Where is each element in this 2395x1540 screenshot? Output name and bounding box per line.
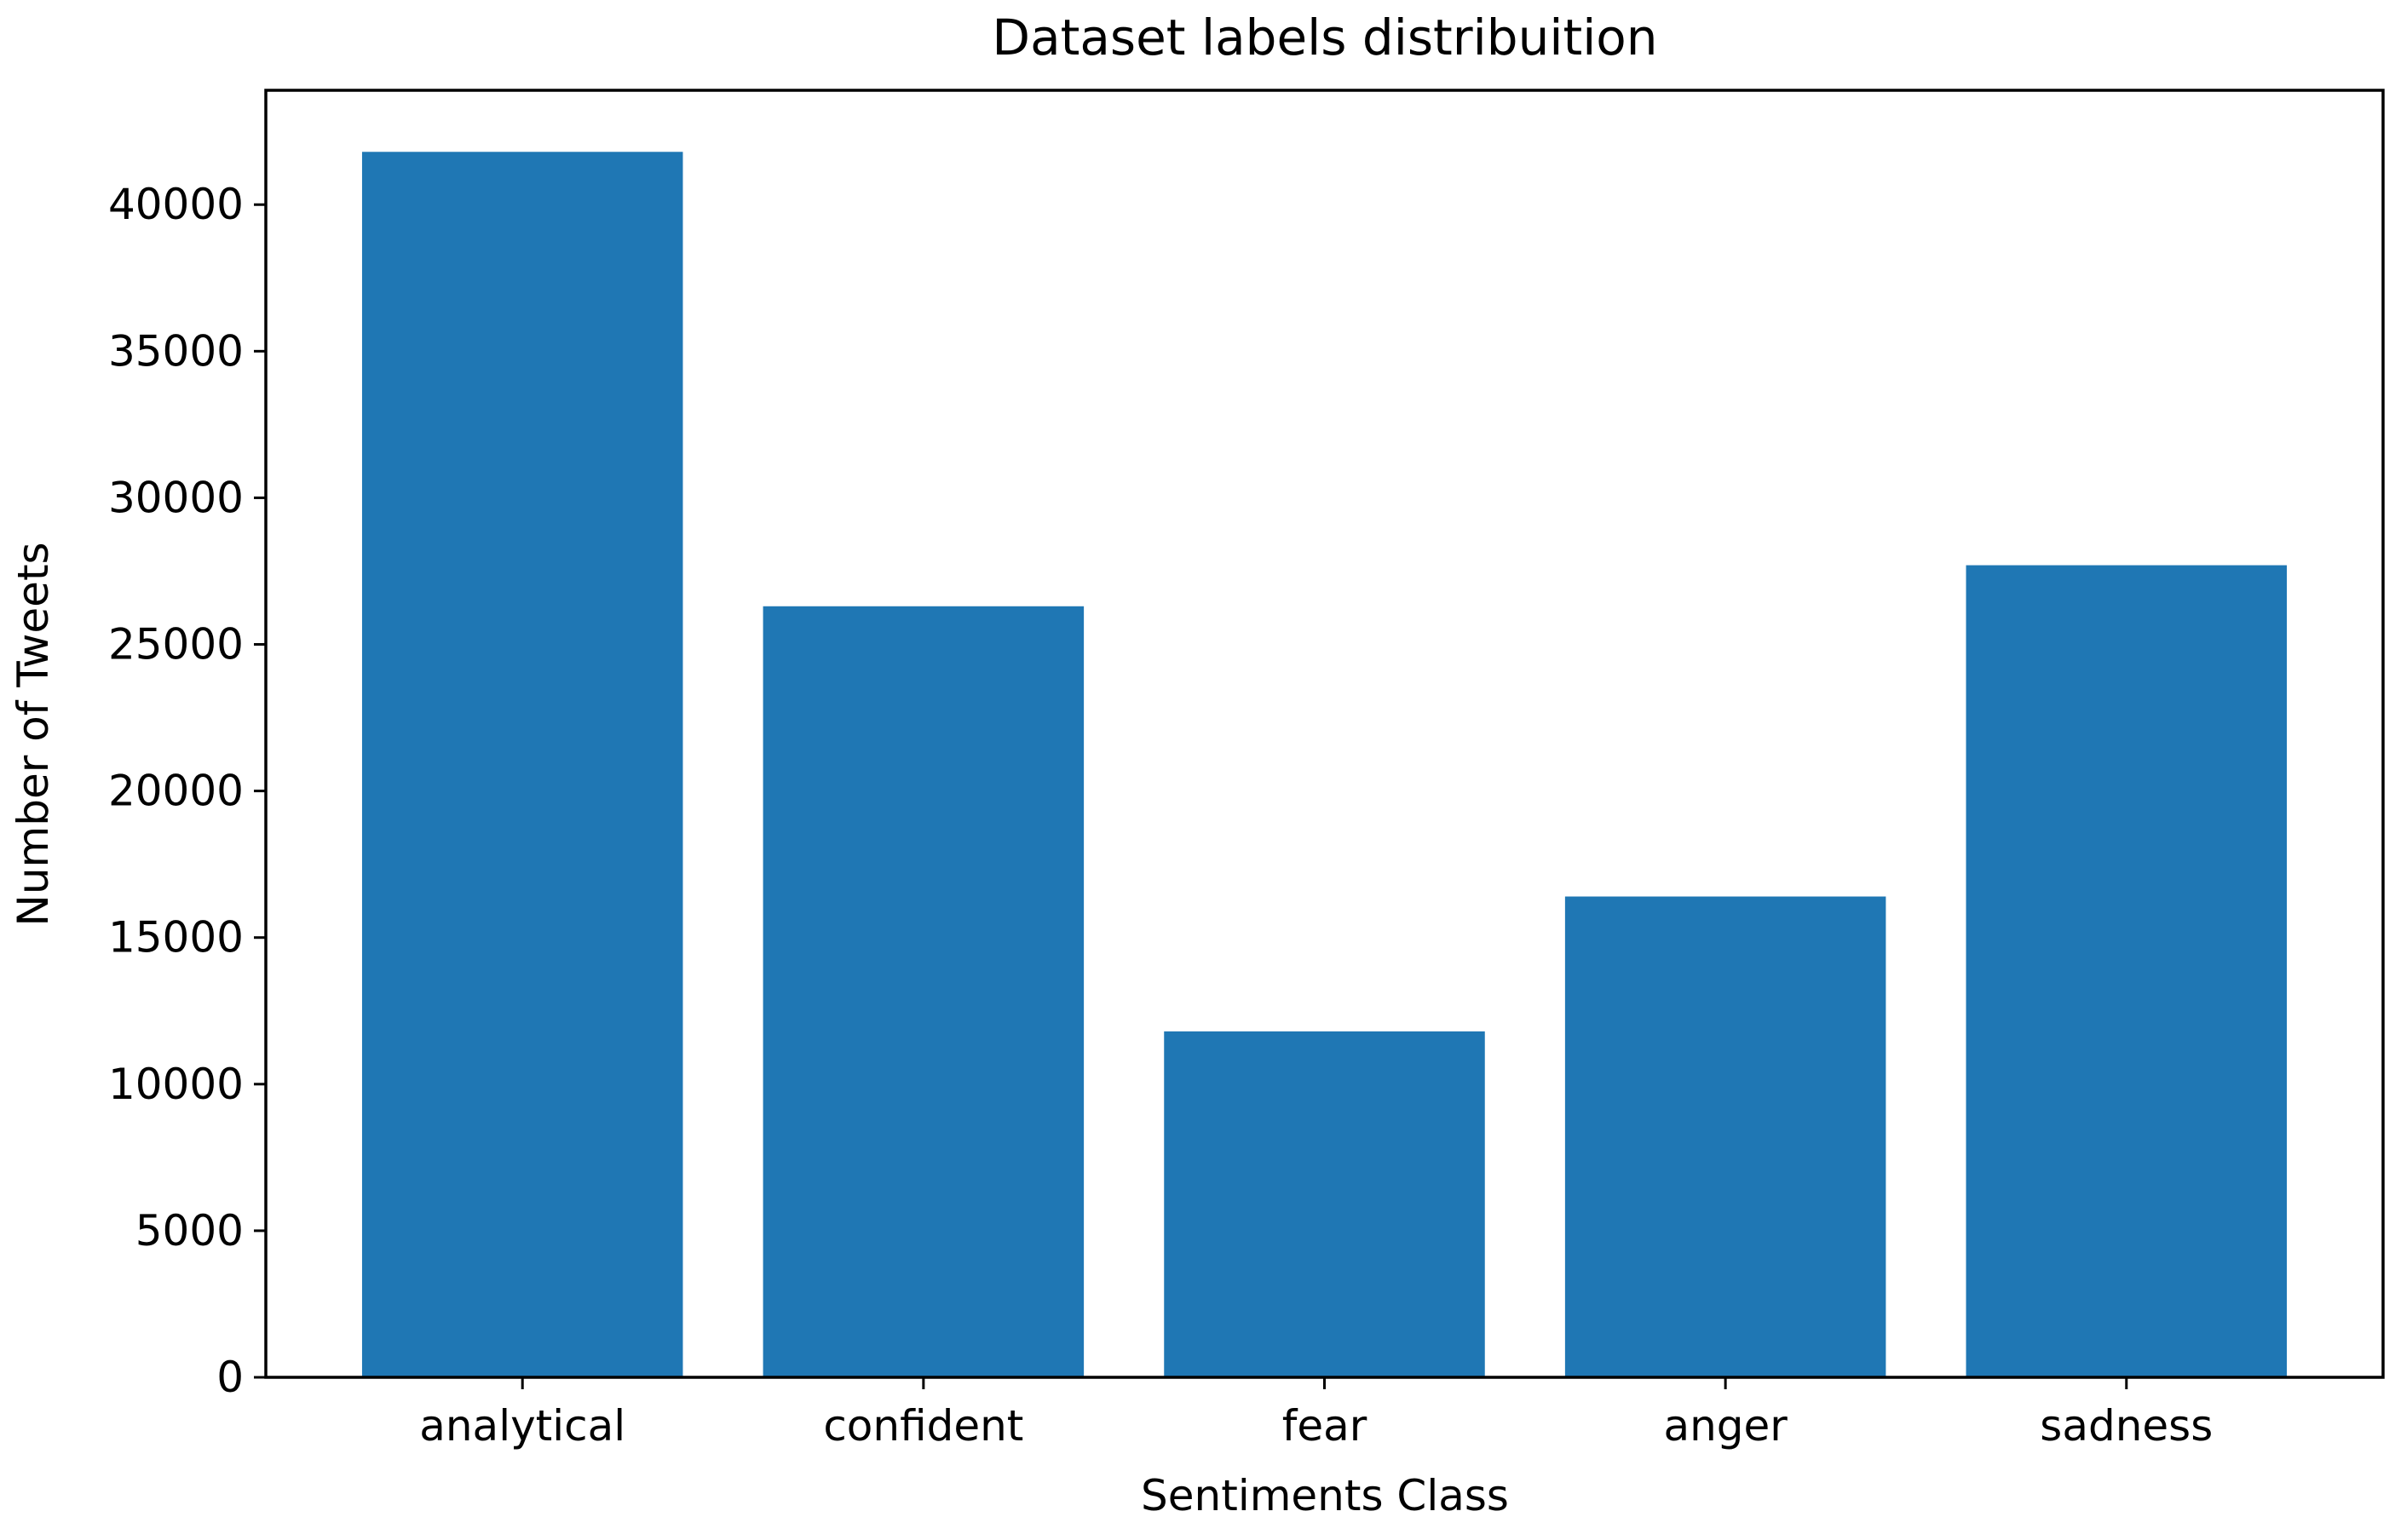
chart-title: Dataset labels distribuition: [992, 9, 1657, 66]
bar-analytical: [361, 152, 683, 1378]
x-axis-label: Sentiments Class: [1141, 1471, 1509, 1520]
bar-fear: [1164, 1031, 1485, 1377]
y-tick-label: 15000: [108, 913, 244, 962]
x-tick-label-confident: confident: [823, 1401, 1023, 1451]
bar-confident: [763, 606, 1085, 1377]
x-tick-label-anger: anger: [1663, 1401, 1788, 1451]
x-tick-label-fear: fear: [1282, 1401, 1367, 1451]
y-tick-label: 10000: [108, 1060, 244, 1109]
y-axis: 0 5000 10000 15000 20000 25000 30000 35000 40000: [108, 180, 266, 1402]
plot-frame: [264, 89, 2385, 1379]
x-tick-label-sadness: sadness: [2040, 1401, 2213, 1451]
y-tick-label: 35000: [108, 326, 244, 376]
y-tick-label: 25000: [108, 620, 244, 669]
y-tick-label: 30000: [108, 473, 244, 522]
y-tick-label: 20000: [108, 767, 244, 816]
x-tick-label-analytical: analytical: [419, 1401, 625, 1451]
y-tick-label: 5000: [135, 1206, 244, 1256]
x-axis: analytical confident fear anger sadness: [419, 1377, 2213, 1451]
y-axis-label: Number of Tweets: [9, 542, 58, 926]
y-tick-label: 0: [216, 1353, 244, 1402]
bars-group: [361, 152, 2288, 1378]
y-tick-label: 40000: [108, 180, 244, 229]
bar-sadness: [1966, 565, 2288, 1377]
bar-anger: [1564, 896, 1886, 1377]
